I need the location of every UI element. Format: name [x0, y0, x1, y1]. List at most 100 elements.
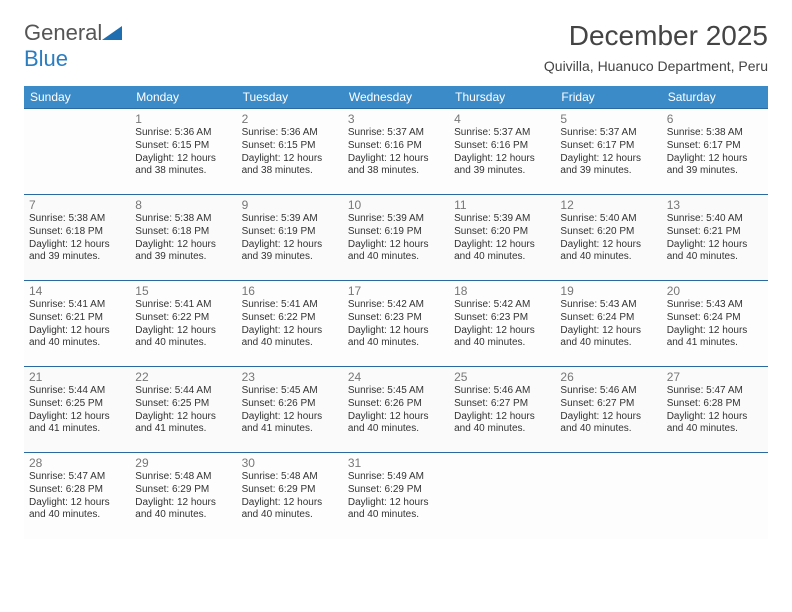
- daylight-text: Daylight: 12 hours and 38 minutes.: [242, 153, 338, 179]
- sunrise-text: Sunrise: 5:48 AM: [242, 471, 338, 484]
- day-header: Thursday: [449, 86, 555, 109]
- sunrise-text: Sunrise: 5:47 AM: [667, 385, 763, 398]
- sunset-text: Sunset: 6:18 PM: [29, 226, 125, 239]
- daylight-text: Daylight: 12 hours and 38 minutes.: [135, 153, 231, 179]
- day-details: Sunrise: 5:48 AMSunset: 6:29 PMDaylight:…: [242, 471, 338, 522]
- day-number: 28: [29, 456, 125, 470]
- day-details: Sunrise: 5:45 AMSunset: 6:26 PMDaylight:…: [348, 385, 444, 436]
- day-number: 27: [667, 370, 763, 384]
- daylight-text: Daylight: 12 hours and 40 minutes.: [560, 411, 656, 437]
- sunrise-text: Sunrise: 5:45 AM: [348, 385, 444, 398]
- sunrise-text: Sunrise: 5:45 AM: [242, 385, 338, 398]
- sunrise-text: Sunrise: 5:38 AM: [667, 127, 763, 140]
- day-number: 1: [135, 112, 231, 126]
- calendar-week-row: 28Sunrise: 5:47 AMSunset: 6:28 PMDayligh…: [24, 453, 768, 539]
- calendar-cell: 27Sunrise: 5:47 AMSunset: 6:28 PMDayligh…: [662, 367, 768, 453]
- sunrise-text: Sunrise: 5:48 AM: [135, 471, 231, 484]
- day-number: 17: [348, 284, 444, 298]
- sunrise-text: Sunrise: 5:39 AM: [242, 213, 338, 226]
- daylight-text: Daylight: 12 hours and 40 minutes.: [348, 325, 444, 351]
- calendar-cell: 18Sunrise: 5:42 AMSunset: 6:23 PMDayligh…: [449, 281, 555, 367]
- calendar-cell: 5Sunrise: 5:37 AMSunset: 6:17 PMDaylight…: [555, 109, 661, 195]
- day-number: 14: [29, 284, 125, 298]
- sunset-text: Sunset: 6:28 PM: [667, 398, 763, 411]
- day-details: Sunrise: 5:48 AMSunset: 6:29 PMDaylight:…: [135, 471, 231, 522]
- day-number: 9: [242, 198, 338, 212]
- sunrise-text: Sunrise: 5:44 AM: [29, 385, 125, 398]
- calendar-cell: 4Sunrise: 5:37 AMSunset: 6:16 PMDaylight…: [449, 109, 555, 195]
- sunrise-text: Sunrise: 5:36 AM: [242, 127, 338, 140]
- daylight-text: Daylight: 12 hours and 41 minutes.: [667, 325, 763, 351]
- sunrise-text: Sunrise: 5:42 AM: [454, 299, 550, 312]
- sunrise-text: Sunrise: 5:39 AM: [348, 213, 444, 226]
- sunset-text: Sunset: 6:24 PM: [560, 312, 656, 325]
- day-details: Sunrise: 5:37 AMSunset: 6:17 PMDaylight:…: [560, 127, 656, 178]
- day-details: Sunrise: 5:47 AMSunset: 6:28 PMDaylight:…: [667, 385, 763, 436]
- sunrise-text: Sunrise: 5:40 AM: [560, 213, 656, 226]
- location: Quivilla, Huanuco Department, Peru: [544, 58, 768, 74]
- calendar-cell: 21Sunrise: 5:44 AMSunset: 6:25 PMDayligh…: [24, 367, 130, 453]
- sunset-text: Sunset: 6:26 PM: [242, 398, 338, 411]
- day-number: 5: [560, 112, 656, 126]
- day-details: Sunrise: 5:47 AMSunset: 6:28 PMDaylight:…: [29, 471, 125, 522]
- calendar-week-row: 1Sunrise: 5:36 AMSunset: 6:15 PMDaylight…: [24, 109, 768, 195]
- daylight-text: Daylight: 12 hours and 39 minutes.: [454, 153, 550, 179]
- daylight-text: Daylight: 12 hours and 40 minutes.: [560, 239, 656, 265]
- calendar-thead: Sunday Monday Tuesday Wednesday Thursday…: [24, 86, 768, 109]
- daylight-text: Daylight: 12 hours and 40 minutes.: [454, 239, 550, 265]
- day-number: 18: [454, 284, 550, 298]
- daylight-text: Daylight: 12 hours and 39 minutes.: [560, 153, 656, 179]
- day-number: 19: [560, 284, 656, 298]
- day-number: 29: [135, 456, 231, 470]
- title-block: December 2025 Quivilla, Huanuco Departme…: [544, 20, 768, 74]
- calendar-cell: 28Sunrise: 5:47 AMSunset: 6:28 PMDayligh…: [24, 453, 130, 539]
- calendar-cell: [555, 453, 661, 539]
- logo-triangle-icon: [102, 20, 122, 46]
- calendar-cell: 24Sunrise: 5:45 AMSunset: 6:26 PMDayligh…: [343, 367, 449, 453]
- month-title: December 2025: [544, 20, 768, 52]
- sunrise-text: Sunrise: 5:37 AM: [560, 127, 656, 140]
- day-number: 26: [560, 370, 656, 384]
- logo-text: General Blue: [24, 20, 122, 72]
- daylight-text: Daylight: 12 hours and 40 minutes.: [667, 239, 763, 265]
- daylight-text: Daylight: 12 hours and 40 minutes.: [454, 325, 550, 351]
- day-details: Sunrise: 5:46 AMSunset: 6:27 PMDaylight:…: [454, 385, 550, 436]
- sunset-text: Sunset: 6:25 PM: [29, 398, 125, 411]
- daylight-text: Daylight: 12 hours and 40 minutes.: [242, 497, 338, 523]
- day-number: 20: [667, 284, 763, 298]
- sunset-text: Sunset: 6:15 PM: [135, 140, 231, 153]
- calendar-cell: 9Sunrise: 5:39 AMSunset: 6:19 PMDaylight…: [237, 195, 343, 281]
- daylight-text: Daylight: 12 hours and 41 minutes.: [135, 411, 231, 437]
- day-details: Sunrise: 5:38 AMSunset: 6:17 PMDaylight:…: [667, 127, 763, 178]
- header: General Blue December 2025 Quivilla, Hua…: [24, 20, 768, 74]
- day-number: 16: [242, 284, 338, 298]
- sunrise-text: Sunrise: 5:44 AM: [135, 385, 231, 398]
- sunrise-text: Sunrise: 5:36 AM: [135, 127, 231, 140]
- day-number: 8: [135, 198, 231, 212]
- sunrise-text: Sunrise: 5:38 AM: [29, 213, 125, 226]
- day-details: Sunrise: 5:40 AMSunset: 6:21 PMDaylight:…: [667, 213, 763, 264]
- calendar-cell: 25Sunrise: 5:46 AMSunset: 6:27 PMDayligh…: [449, 367, 555, 453]
- daylight-text: Daylight: 12 hours and 39 minutes.: [667, 153, 763, 179]
- day-header: Saturday: [662, 86, 768, 109]
- sunrise-text: Sunrise: 5:46 AM: [454, 385, 550, 398]
- calendar-cell: 16Sunrise: 5:41 AMSunset: 6:22 PMDayligh…: [237, 281, 343, 367]
- day-details: Sunrise: 5:44 AMSunset: 6:25 PMDaylight:…: [29, 385, 125, 436]
- sunrise-text: Sunrise: 5:37 AM: [454, 127, 550, 140]
- logo: General Blue: [24, 20, 122, 72]
- day-details: Sunrise: 5:39 AMSunset: 6:19 PMDaylight:…: [242, 213, 338, 264]
- calendar-cell: 17Sunrise: 5:42 AMSunset: 6:23 PMDayligh…: [343, 281, 449, 367]
- calendar-cell: 2Sunrise: 5:36 AMSunset: 6:15 PMDaylight…: [237, 109, 343, 195]
- day-number: 21: [29, 370, 125, 384]
- day-details: Sunrise: 5:38 AMSunset: 6:18 PMDaylight:…: [135, 213, 231, 264]
- sunset-text: Sunset: 6:19 PM: [348, 226, 444, 239]
- calendar-cell: [24, 109, 130, 195]
- day-details: Sunrise: 5:39 AMSunset: 6:19 PMDaylight:…: [348, 213, 444, 264]
- day-number: 12: [560, 198, 656, 212]
- sunset-text: Sunset: 6:17 PM: [667, 140, 763, 153]
- day-details: Sunrise: 5:37 AMSunset: 6:16 PMDaylight:…: [348, 127, 444, 178]
- sunset-text: Sunset: 6:25 PM: [135, 398, 231, 411]
- day-header: Friday: [555, 86, 661, 109]
- day-number: 15: [135, 284, 231, 298]
- day-number: 11: [454, 198, 550, 212]
